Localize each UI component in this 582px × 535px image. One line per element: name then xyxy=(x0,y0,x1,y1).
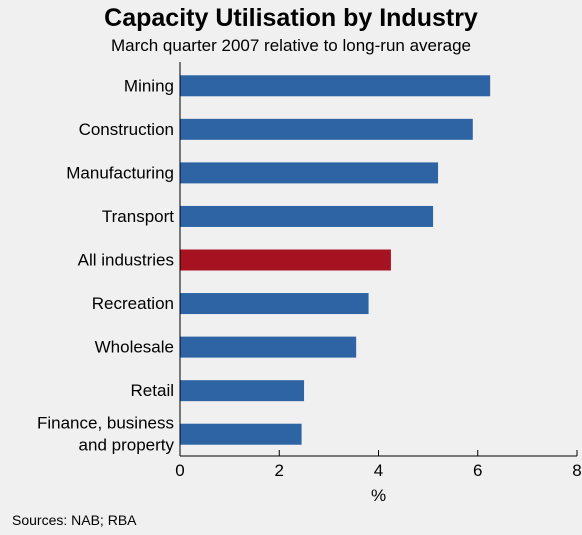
category-label: Retail xyxy=(131,381,174,400)
bar-recreation xyxy=(180,293,369,315)
bar-construction xyxy=(180,118,473,140)
x-tick-label: 4 xyxy=(374,461,383,480)
bar-wholesale xyxy=(180,336,357,358)
bar-retail xyxy=(180,380,305,402)
x-axis-label: % xyxy=(371,486,386,505)
chart-subtitle: March quarter 2007 relative to long-run … xyxy=(110,36,472,55)
category-label: Manufacturing xyxy=(66,163,174,182)
category-label: and property xyxy=(79,436,175,455)
category-label: Construction xyxy=(79,120,174,139)
category-label: Wholesale xyxy=(95,338,174,357)
category-label: Recreation xyxy=(92,294,174,313)
category-label: Mining xyxy=(124,76,174,95)
category-label: Transport xyxy=(102,207,174,226)
bar-mining xyxy=(180,75,491,97)
bar-finance-business-and-property xyxy=(180,423,302,445)
x-tick-label: 2 xyxy=(275,461,284,480)
bar-transport xyxy=(180,205,434,227)
category-label: Finance, business xyxy=(37,414,174,433)
bar-all-industries xyxy=(180,249,391,271)
x-tick-label: 8 xyxy=(572,461,581,480)
chart-title: Capacity Utilisation by Industry xyxy=(104,4,478,32)
source-note: Sources: NAB; RBA xyxy=(12,512,137,528)
category-label: All industries xyxy=(78,251,174,270)
x-tick-label: 0 xyxy=(175,461,184,480)
bar-manufacturing xyxy=(180,162,439,184)
x-tick-label: 6 xyxy=(473,461,482,480)
